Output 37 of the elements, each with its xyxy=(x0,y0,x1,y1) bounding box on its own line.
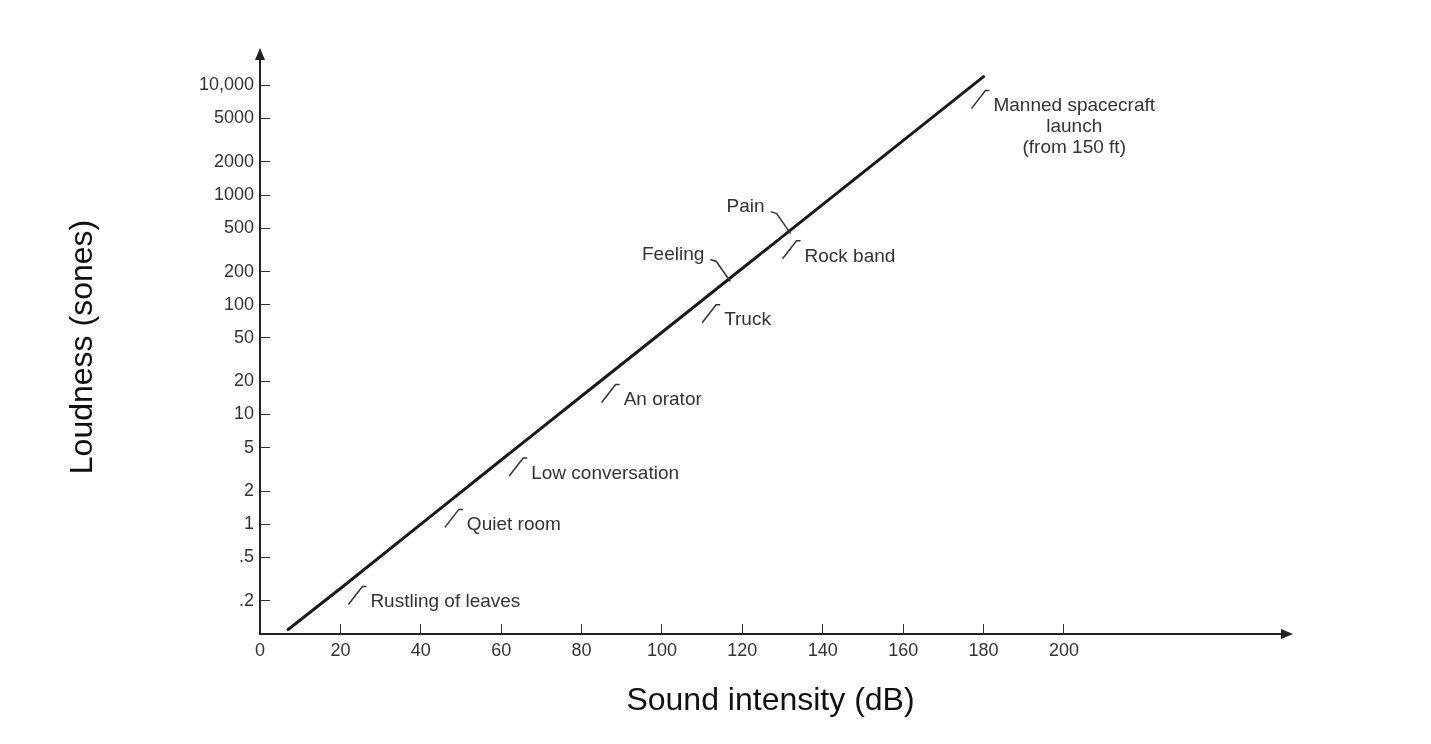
x-tick-label: 20 xyxy=(330,639,351,660)
y-tick-label: 2000 xyxy=(213,150,254,171)
y-tick-label: 5000 xyxy=(213,107,254,128)
y-tick-label: 10 xyxy=(233,403,254,424)
x-tick-label: 0 xyxy=(254,639,266,660)
y-tick-label: .2 xyxy=(238,589,254,610)
x-tick-label: 180 xyxy=(968,639,999,660)
y-tick-label: 5 xyxy=(243,436,254,457)
x-tick-label: 160 xyxy=(888,639,919,660)
x-tick-label: 200 xyxy=(1048,639,1079,660)
annotation: Rustling of leaves xyxy=(370,590,521,612)
x-tick-label: 140 xyxy=(807,639,838,660)
y-tick-label: 1 xyxy=(243,513,254,534)
x-axis-title: Sound intensity (dB) xyxy=(626,680,915,717)
y-tick-label: .5 xyxy=(238,546,254,567)
annotation: Quiet room xyxy=(466,513,561,535)
y-tick-label: 10,000 xyxy=(198,74,254,95)
y-tick-label: 50 xyxy=(233,326,254,347)
annotation: An orator xyxy=(623,388,703,410)
x-tick-label: 40 xyxy=(410,639,431,660)
y-tick-label: 20 xyxy=(233,370,254,391)
annotation: Truck xyxy=(724,308,772,330)
x-tick-label: 120 xyxy=(727,639,758,660)
annotation: Feeling xyxy=(642,243,705,265)
annotation: Rock band xyxy=(804,244,896,266)
y-tick-label: 2 xyxy=(243,480,254,501)
annotation: Low conversation xyxy=(531,461,680,483)
annotation: Manned spacecraft launch (from 150 ft) xyxy=(993,94,1156,158)
y-tick-label: 200 xyxy=(223,260,254,281)
x-tick-label: 60 xyxy=(491,639,512,660)
x-tick-label: 80 xyxy=(571,639,592,660)
annotation: Pain xyxy=(726,195,765,217)
y-axis-title: Loudness (sones) xyxy=(63,219,100,475)
y-tick-label: 1000 xyxy=(213,184,254,204)
y-tick-label: 500 xyxy=(223,217,254,238)
x-tick-label: 100 xyxy=(646,639,677,660)
y-tick-label: 100 xyxy=(223,293,254,314)
